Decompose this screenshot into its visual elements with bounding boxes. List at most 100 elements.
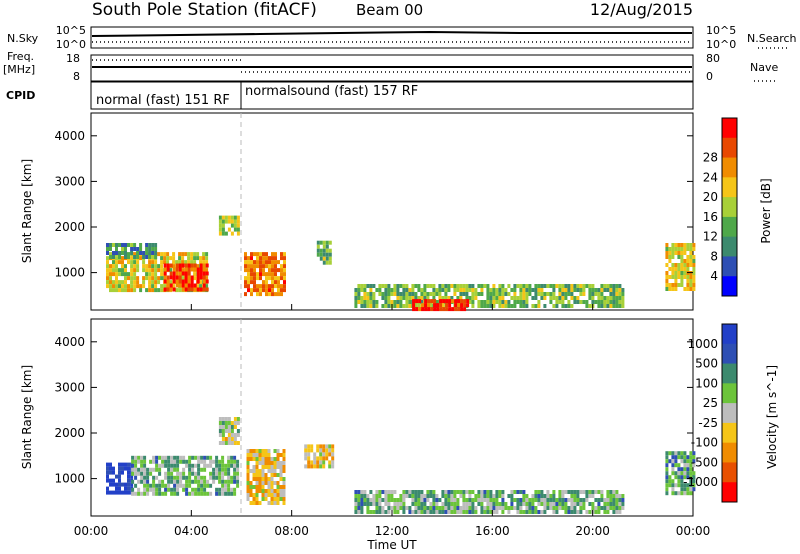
velocity-data [106,417,696,514]
date-title: 12/Aug/2015 [590,0,693,19]
velocity-colorbar-cell [722,482,737,503]
power-ytick-label: 4000 [54,129,85,143]
velocity-colorbar-frame [721,323,738,503]
power-cbar-label: Power [dB] [759,178,773,243]
power-ylabel: Slant Range [km] [20,159,34,263]
power-colorbar-cell [722,276,737,297]
xtick-label: 00:00 [74,524,109,538]
power-colorbar-cell [722,236,737,257]
velocity-colorbar-cell [722,422,737,444]
power-colorbar-cell [722,118,737,139]
power-region-6 [354,284,625,308]
velocity-colorbar-cell [722,442,737,463]
station-title: South Pole Station (fitACF) [92,0,317,20]
power-colorbar: 4 8 12 16 20 24 28 [703,117,738,297]
power-region-4 [244,252,286,297]
velocity-region-0 [106,462,134,495]
velocity-ytick-label: 1000 [54,472,85,486]
nsearch-label: N.Search [747,32,797,45]
power-panel: 1000 2000 3000 4000 Slant Range [km] 4 8 12 16… [20,112,773,312]
velocity-region-4 [304,444,335,469]
velocity-xticks: 00:00 04:00 08:00 12:00 16:00 20:00 00:00 [74,304,711,538]
velocity-ylabel: Slant Range [km] [20,365,34,469]
power-colorbar-tick: 28 [703,151,718,165]
velocity-colorbar-cell [722,324,737,345]
nsky-label: N.Sky [7,32,39,45]
velocity-region-3 [246,449,286,505]
power-colorbar-tick: 16 [703,210,718,224]
velocity-colorbar-tick: 25 [703,396,718,410]
freq-panel-frame [90,54,694,82]
power-colorbar-tick: 4 [710,269,718,283]
velocity-region-5 [354,490,625,514]
power-colorbar-tick: 8 [710,249,718,263]
power-colorbar-cell [722,137,737,159]
velocity-ytick-label: 2000 [54,426,85,440]
power-data [106,215,696,312]
power-region-7 [412,299,470,312]
power-region-1 [106,243,158,259]
cpid-panel-frame [90,81,694,110]
velocity-yticks: 1000 2000 3000 4000 [54,335,693,486]
power-ytick-label: 1000 [54,266,85,280]
velocity-panel: 1000 2000 3000 4000 00:00 04:00 08:00 12:00 16:… [20,304,779,552]
velocity-region-1 [131,455,240,496]
power-region-8 [665,243,696,291]
freq-label-2: [MHz] [3,63,35,76]
cpid-segment-1: normal (fast) 151 RF [96,93,230,108]
power-colorbar-cell [722,197,737,218]
velocity-colorbar-cell [722,403,737,424]
power-colorbar-cell [722,157,737,178]
velocity-colorbar-tick: -25 [698,416,718,430]
power-colorbar-frame [721,117,738,297]
velocity-colorbar-cell [722,462,737,483]
velocity-colorbar-tick: -500 [691,455,718,469]
velocity-xlabel: Time UT [366,538,417,552]
velocity-colorbar-cell [722,363,737,384]
power-yticks: 1000 2000 3000 4000 [54,129,693,280]
velocity-colorbar-tick: 100 [695,376,718,390]
sky-tick-lo: 10^0 [56,38,86,51]
velocity-colorbar: -1000 -500 -100 -25 25 100 500 1000 [683,323,738,503]
power-colorbar-cell [722,177,737,198]
xtick-label: 12:00 [375,524,410,538]
velocity-cbar-label: Velocity [m s^-1] [765,365,779,469]
xtick-label: 00:00 [676,524,711,538]
power-ytick-label: 2000 [54,220,85,234]
velocity-colorbar-tick: 500 [695,357,718,371]
cpid-segment-2: normalsound (fast) 157 RF [245,84,418,99]
velocity-colorbar-tick: 1000 [687,337,718,351]
velocity-colorbar-tick: -100 [691,436,718,450]
power-region-5 [316,240,332,265]
sky-tick-hi: 10^5 [56,24,86,37]
power-colorbar-tick: 24 [703,170,718,184]
power-colorbar-tick: 12 [703,230,718,244]
xtick-label: 20:00 [575,524,610,538]
sky-right-tick-hi: 10^5 [706,24,736,37]
power-colorbar-tick: 20 [703,190,718,204]
velocity-ytick-label: 3000 [54,380,85,394]
velocity-colorbar-cell [722,383,737,404]
power-region-3 [218,215,240,236]
nave-label: Nave [750,61,778,74]
xtick-label: 08:00 [274,524,309,538]
power-colorbar-cell [722,216,737,238]
velocity-colorbar-tick: -1000 [683,475,718,489]
power-region-2 [163,263,209,292]
nsky-trace [91,30,692,37]
cpid-label: CPID [6,89,35,102]
xtick-label: 16:00 [475,524,510,538]
power-ytick-label: 3000 [54,174,85,188]
velocity-region-6 [665,451,696,496]
xtick-label: 04:00 [174,524,209,538]
freq-tick-lo: 8 [73,70,80,83]
sky-right-tick-lo: 10^0 [706,38,736,51]
beam-title: Beam 00 [356,1,423,19]
power-colorbar-cell [722,256,737,277]
velocity-ytick-label: 4000 [54,335,85,349]
nave-tick-lo: 0 [706,70,713,83]
nave-tick-hi: 80 [706,52,720,65]
freq-tick-hi: 18 [66,52,80,65]
sky-panel-frame [90,26,694,49]
